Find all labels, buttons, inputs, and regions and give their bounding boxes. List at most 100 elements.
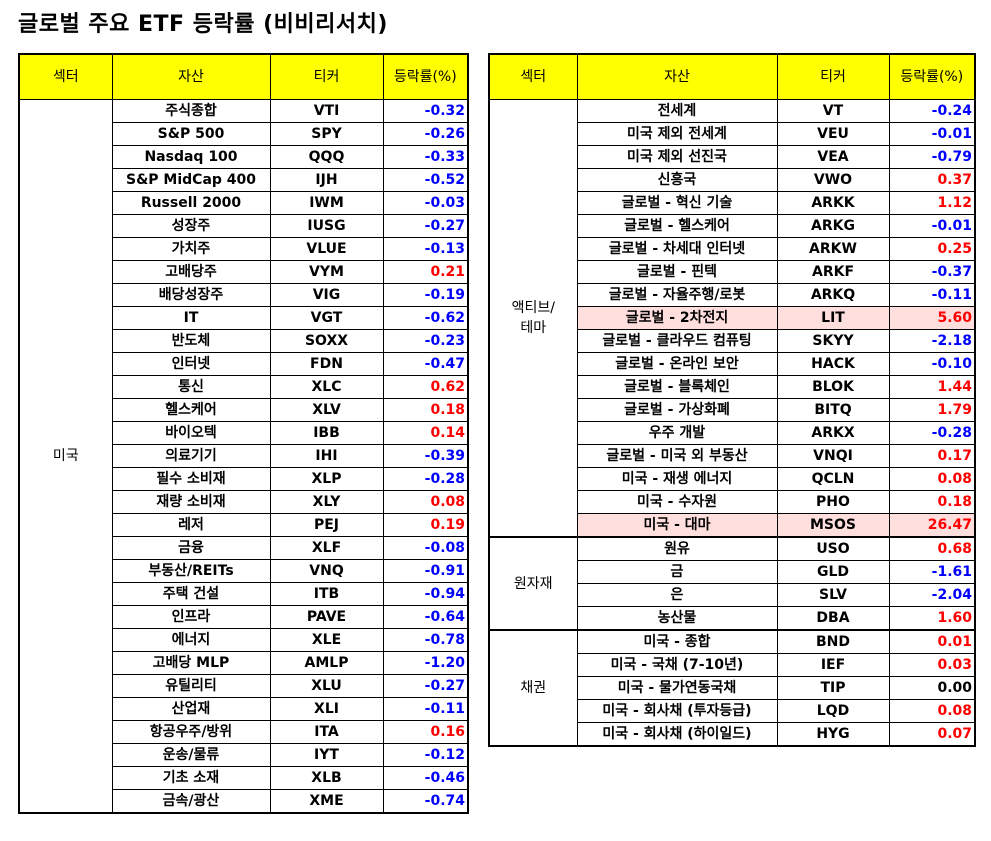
change-cell: -1.61 — [888, 560, 976, 584]
change-cell: -0.32 — [382, 99, 469, 123]
ticker-cell: XLP — [269, 467, 384, 491]
ticker-cell: TIP — [776, 676, 890, 700]
change-cell: 0.68 — [888, 536, 976, 561]
ticker-cell: VNQ — [269, 559, 384, 583]
table-body: 액티브/ 테마 전세계 VT -0.24 미국 제외 전세계 VEU -0.01 미국 제외 … — [488, 99, 976, 747]
global-etf-table: 섹터 자산 티커 등락률(%) 액티브/ 테마 전세계 VT -0.24 미국 제외 전… — [488, 53, 976, 747]
ticker-cell: PHO — [776, 490, 890, 514]
asset-cell: 고배당 MLP — [111, 651, 271, 675]
ticker-cell: HACK — [776, 352, 890, 376]
ticker-cell: DBA — [776, 606, 890, 631]
change-cell: -0.37 — [888, 260, 976, 284]
asset-cell: 미국 - 수자원 — [576, 490, 778, 514]
asset-cell: 은 — [576, 583, 778, 607]
ticker-cell: VEA — [776, 145, 890, 169]
ticker-cell: IBB — [269, 421, 384, 445]
change-cell: 1.12 — [888, 191, 976, 215]
asset-cell: 신흥국 — [576, 168, 778, 192]
ticker-cell: HYG — [776, 722, 890, 747]
table-row: S&P 500 SPY -0.26 — [19, 122, 469, 146]
asset-cell: 부동산/REITs — [111, 559, 271, 583]
header-sector: 섹터 — [18, 53, 113, 100]
asset-cell: 주식종합 — [111, 99, 271, 123]
asset-cell: 금융 — [111, 536, 271, 560]
header-asset: 자산 — [576, 53, 778, 100]
header-ticker: 티커 — [776, 53, 890, 100]
ticker-cell: QQQ — [269, 145, 384, 169]
change-cell: 0.07 — [888, 722, 976, 747]
asset-cell: 글로벌 - 혁신 기술 — [576, 191, 778, 215]
asset-cell: 헬스케어 — [111, 398, 271, 422]
table-header-row: 섹터 자산 티커 등락률(%) — [18, 53, 469, 100]
change-cell: 0.16 — [382, 720, 469, 744]
table-row: 미국 제외 전세계 VEU -0.01 — [489, 122, 976, 146]
sector-cell: 채권 — [488, 629, 578, 747]
table-header-row: 섹터 자산 티커 등락률(%) — [488, 53, 976, 100]
change-cell: 0.01 — [888, 629, 976, 654]
table-row: 은 SLV -2.04 — [489, 583, 976, 607]
ticker-cell: ARKW — [776, 237, 890, 261]
asset-cell: 에너지 — [111, 628, 271, 652]
change-cell: 0.25 — [888, 237, 976, 261]
change-cell: 1.79 — [888, 398, 976, 422]
ticker-cell: SPY — [269, 122, 384, 146]
asset-cell: 통신 — [111, 375, 271, 399]
table-row: 배당성장주 VIG -0.19 — [19, 283, 469, 307]
table-row: 유틸리티 XLU -0.27 — [19, 674, 469, 698]
asset-cell: 미국 제외 선진국 — [576, 145, 778, 169]
table-row: 산업재 XLI -0.11 — [19, 697, 469, 721]
asset-cell: 미국 - 회사채 (투자등급) — [576, 699, 778, 723]
asset-cell: 미국 - 재생 에너지 — [576, 467, 778, 491]
ticker-cell: BLOK — [776, 375, 890, 399]
table-row: 가치주 VLUE -0.13 — [19, 237, 469, 261]
table-row: 미국 - 물가연동국채 TIP 0.00 — [489, 676, 976, 700]
asset-cell: 미국 제외 전세계 — [576, 122, 778, 146]
ticker-cell: XLU — [269, 674, 384, 698]
table-row: 고배당 MLP AMLP -1.20 — [19, 651, 469, 675]
ticker-cell: SLV — [776, 583, 890, 607]
ticker-cell: SOXX — [269, 329, 384, 353]
sector-cell: 미국 — [18, 99, 113, 814]
table-row: 채권 미국 - 종합 BND 0.01 — [488, 629, 976, 747]
change-cell: -0.01 — [888, 214, 976, 238]
table-row: 글로벌 - 2차전지 LIT 5.60 — [489, 306, 976, 330]
ticker-cell: XLI — [269, 697, 384, 721]
sector-cell: 원자재 — [488, 536, 578, 631]
asset-cell: 글로벌 - 핀텍 — [576, 260, 778, 284]
change-cell: 0.03 — [888, 653, 976, 677]
asset-cell: 글로벌 - 헬스케어 — [576, 214, 778, 238]
table-row: 레저 PEJ 0.19 — [19, 513, 469, 537]
table-row: 미국 - 국채 (7-10년) IEF 0.03 — [489, 653, 976, 677]
change-cell: -0.47 — [382, 352, 469, 376]
ticker-cell: XLE — [269, 628, 384, 652]
table-row: 인터넷 FDN -0.47 — [19, 352, 469, 376]
table-row: 액티브/ 테마 전세계 VT -0.24 — [488, 99, 976, 538]
table-row: 기초 소재 XLB -0.46 — [19, 766, 469, 790]
us-etf-table: 섹터 자산 티커 등락률(%) 미국 주식종합 VTI -0.32 S&P 500 SPY… — [18, 53, 469, 814]
change-cell: -0.91 — [382, 559, 469, 583]
change-cell: -0.08 — [382, 536, 469, 560]
change-cell: 26.47 — [888, 513, 976, 538]
table-row: 미국 - 대마 MSOS 26.47 — [489, 513, 976, 538]
change-cell: 0.18 — [888, 490, 976, 514]
asset-cell: 글로벌 - 클라우드 컴퓨팅 — [576, 329, 778, 353]
ticker-cell: XLB — [269, 766, 384, 790]
ticker-cell: ARKK — [776, 191, 890, 215]
asset-cell: 기초 소재 — [111, 766, 271, 790]
ticker-cell: VGT — [269, 306, 384, 330]
change-cell: -0.79 — [888, 145, 976, 169]
change-cell: 1.60 — [888, 606, 976, 631]
asset-cell: 성장주 — [111, 214, 271, 238]
change-cell: 0.62 — [382, 375, 469, 399]
ticker-cell: IWM — [269, 191, 384, 215]
asset-cell: 원유 — [576, 536, 778, 561]
asset-cell: 미국 - 회사채 (하이일드) — [576, 722, 778, 747]
ticker-cell: XLY — [269, 490, 384, 514]
change-cell: -0.11 — [888, 283, 976, 307]
asset-cell: 인프라 — [111, 605, 271, 629]
asset-cell: Nasdaq 100 — [111, 145, 271, 169]
table-row: 글로벌 - 클라우드 컴퓨팅 SKYY -2.18 — [489, 329, 976, 353]
table-row: 글로벌 - 핀텍 ARKF -0.37 — [489, 260, 976, 284]
change-cell: -0.64 — [382, 605, 469, 629]
table-row: 미국 - 회사채 (하이일드) HYG 0.07 — [489, 722, 976, 747]
